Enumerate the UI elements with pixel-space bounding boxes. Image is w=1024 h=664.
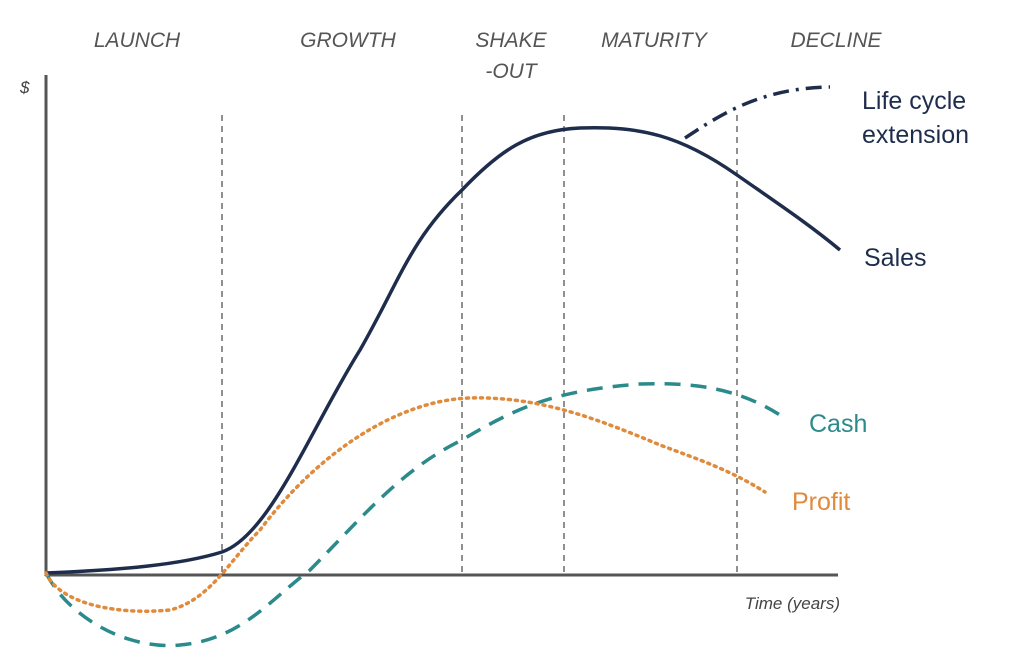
y-axis-label: $ xyxy=(19,78,30,97)
stage-label: SHAKE xyxy=(475,29,547,52)
extension-label: extension xyxy=(862,121,969,149)
sales-label: Sales xyxy=(864,244,927,272)
cash-label: Cash xyxy=(809,410,867,438)
stage-label: -OUT xyxy=(485,60,538,83)
stage-label: GROWTH xyxy=(300,29,396,52)
stage-dividers xyxy=(221,115,738,575)
stage-label: MATURITY xyxy=(601,29,709,52)
profit-curve xyxy=(44,396,767,613)
x-axis-label: Time (years) xyxy=(745,594,840,613)
stage-label: DECLINE xyxy=(790,29,882,52)
stage-label: LAUNCH xyxy=(94,29,181,52)
cash-curve xyxy=(44,381,781,648)
extension-label: Life cycle xyxy=(862,87,966,115)
profit-label: Profit xyxy=(792,488,850,516)
extension-curve xyxy=(684,85,831,140)
sales-curve xyxy=(45,125,842,575)
